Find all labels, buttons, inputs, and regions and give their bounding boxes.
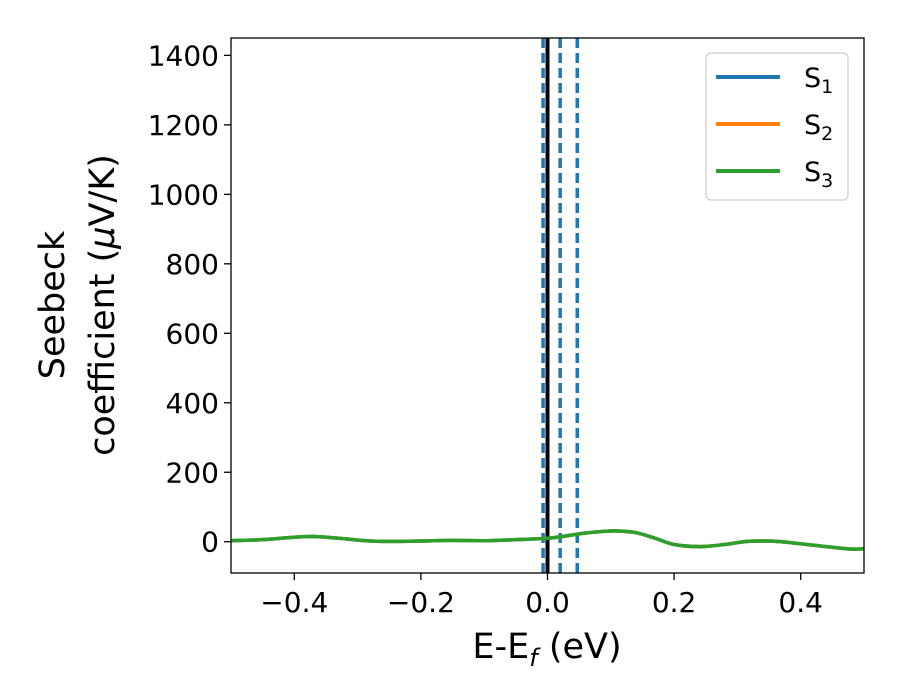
legend-label-s1: S1 xyxy=(804,63,833,98)
y-tick-label: 400 xyxy=(166,387,219,420)
legend-label-s3: S3 xyxy=(804,157,833,192)
vertical-lines xyxy=(541,38,580,573)
x-tick-label: 0.0 xyxy=(525,586,570,619)
y-axis-title-mu: μ xyxy=(83,226,123,249)
y-axis-title: Seebeck coefficient (μV/K) xyxy=(33,154,123,456)
y-axis-title-text: coefficient ( xyxy=(83,249,123,456)
x-tick-label: −0.2 xyxy=(387,586,455,619)
y-axis-ticks: 0 200 400 600 800 1000 1200 1400 xyxy=(148,39,231,559)
y-tick-label: 0 xyxy=(201,526,219,559)
y-tick-label: 800 xyxy=(166,248,219,281)
x-axis-title-unit: (eV) xyxy=(538,627,622,667)
y-tick-label: 200 xyxy=(166,456,219,489)
y-tick-label: 1000 xyxy=(148,178,219,211)
plot-area xyxy=(231,38,864,573)
x-axis-title-main: E-E xyxy=(472,627,529,667)
y-axis-title-line1: Seebeck xyxy=(33,230,73,379)
series-line-s3 xyxy=(231,529,864,551)
x-axis-title: E-Ef (eV) xyxy=(472,627,621,672)
legend-label-s2: S2 xyxy=(804,110,833,145)
y-axis-title-line2: coefficient (μV/K) xyxy=(83,154,123,456)
x-tick-label: −0.4 xyxy=(260,586,328,619)
series-lines xyxy=(231,529,864,551)
legend: S1 S2 S3 xyxy=(705,52,849,201)
x-axis-ticks: −0.4 −0.2 0.0 0.2 0.4 xyxy=(260,573,823,619)
legend-box xyxy=(705,52,849,201)
y-tick-label: 1200 xyxy=(148,109,219,142)
x-tick-label: 0.4 xyxy=(778,586,823,619)
y-axis-title-unit: V/K) xyxy=(83,154,123,226)
y-tick-label: 1400 xyxy=(148,39,219,72)
x-tick-label: 0.2 xyxy=(652,586,697,619)
y-tick-label: 600 xyxy=(166,317,219,350)
